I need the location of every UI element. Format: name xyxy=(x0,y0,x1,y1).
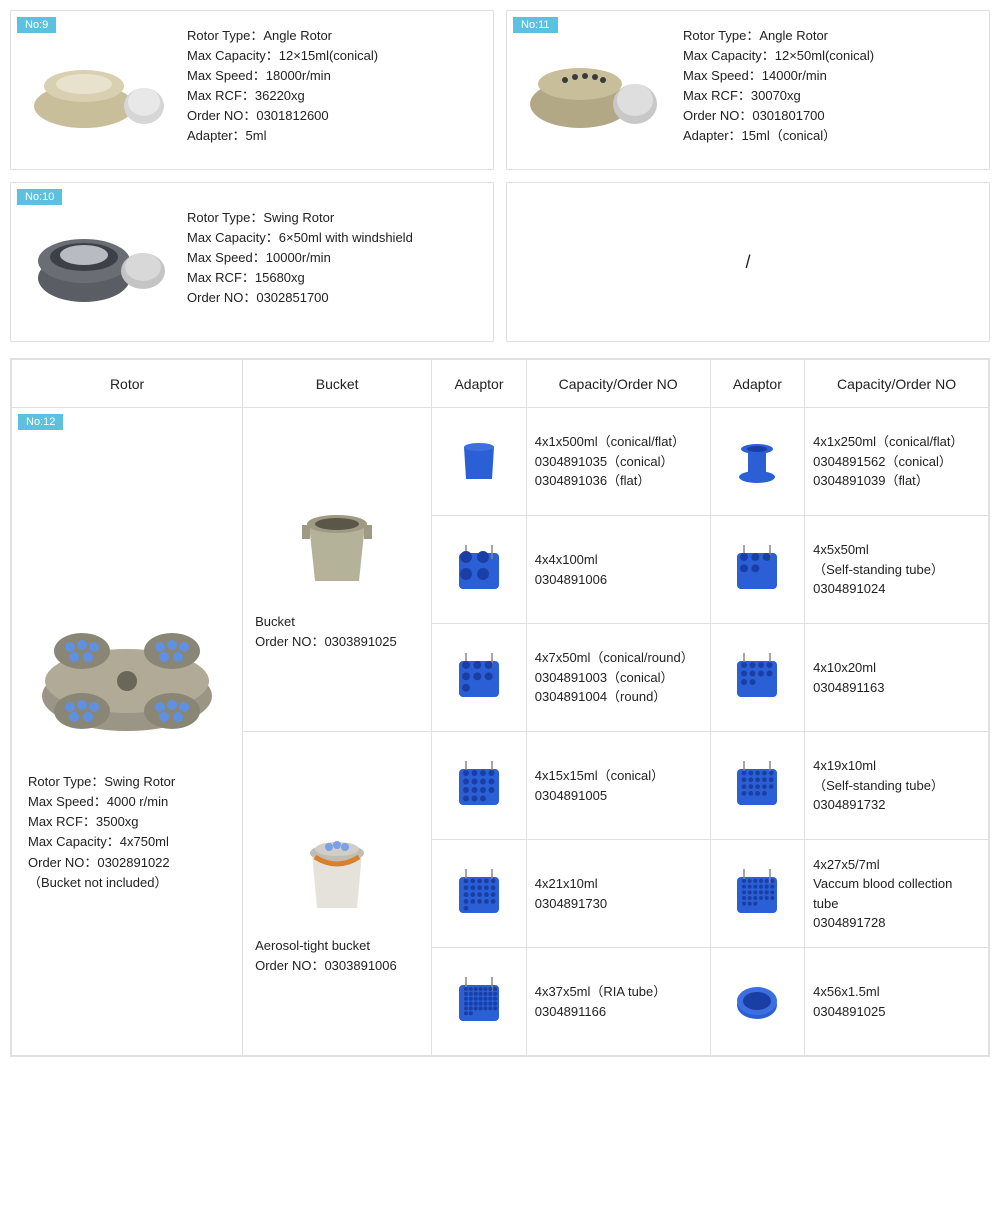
card-specs: Rotor Type：Angle Rotor Max Capacity：12×5… xyxy=(675,26,981,147)
capacity-cell: 4x1x250ml（conical/flat）0304891562（conica… xyxy=(805,408,989,516)
empty-card: / xyxy=(506,182,990,342)
capacity-cell: 4x21x10ml0304891730 xyxy=(526,840,710,948)
adaptor-cell xyxy=(710,732,805,840)
adaptor-icon xyxy=(732,869,782,919)
th-capacity: Capacity/Order NO xyxy=(805,360,989,408)
card-badge: No:9 xyxy=(17,17,56,33)
rotor-image xyxy=(515,31,675,151)
rotor-adapter-table: Rotor Bucket Adaptor Capacity/Order NO A… xyxy=(11,359,989,1056)
adaptor-cell xyxy=(710,624,805,732)
rotor-image xyxy=(19,31,179,151)
adaptor-icon xyxy=(454,869,504,919)
swing-rotor-image xyxy=(32,596,222,756)
adaptor-cell xyxy=(432,624,527,732)
adaptor-icon xyxy=(732,545,782,595)
card-specs: Rotor Type：Angle Rotor Max Capacity：12×1… xyxy=(179,26,485,147)
adaptor-cell xyxy=(432,408,527,516)
th-capacity: Capacity/Order NO xyxy=(526,360,710,408)
th-bucket: Bucket xyxy=(243,360,432,408)
capacity-cell: 4x19x10ml（Self-standing tube）0304891732 xyxy=(805,732,989,840)
adaptor-icon xyxy=(454,653,504,703)
capacity-cell: 4x15x15ml（conical）0304891005 xyxy=(526,732,710,840)
adaptor-icon xyxy=(454,437,504,487)
th-adaptor: Adaptor xyxy=(710,360,805,408)
capacity-cell: 4x10x20ml0304891163 xyxy=(805,624,989,732)
adaptor-cell xyxy=(432,516,527,624)
capacity-cell: 4x27x5/7mlVaccum blood collection tube03… xyxy=(805,840,989,948)
adaptor-cell xyxy=(432,840,527,948)
rotor-adapter-table-wrapper: Rotor Bucket Adaptor Capacity/Order NO A… xyxy=(10,358,990,1057)
adaptor-icon xyxy=(454,977,504,1027)
rotor-specs: Rotor Type：Swing RotorMax Speed：4000 r/m… xyxy=(20,772,234,901)
capacity-cell: 4x1x500ml（conical/flat）0304891035（conica… xyxy=(526,408,710,516)
capacity-cell: 4x4x100ml0304891006 xyxy=(526,516,710,624)
bucket-cell: Aerosol-tight bucketOrder NO：0303891006 xyxy=(243,732,432,1056)
card-badge: No:11 xyxy=(513,17,558,33)
adaptor-cell xyxy=(432,732,527,840)
adaptor-icon xyxy=(732,653,782,703)
adaptor-cell xyxy=(710,840,805,948)
rotor-cell: No:12 Rotor Type：Swing RotorMax Speed：40… xyxy=(12,408,243,1056)
capacity-cell: 4x7x50ml（conical/round）0304891003（conica… xyxy=(526,624,710,732)
th-adaptor: Adaptor xyxy=(432,360,527,408)
adaptor-cell xyxy=(710,948,805,1056)
product-card: No:9 Rotor Type：Angle Rotor Max Capacity… xyxy=(10,10,494,170)
adaptor-cell xyxy=(710,408,805,516)
top-card-grid: No:9 Rotor Type：Angle Rotor Max Capacity… xyxy=(10,10,990,342)
adaptor-icon xyxy=(732,761,782,811)
adaptor-cell xyxy=(710,516,805,624)
rotor-badge: No:12 xyxy=(18,414,63,430)
capacity-cell: 4x56x1.5ml0304891025 xyxy=(805,948,989,1056)
capacity-cell: 4x37x5ml（RIA tube）0304891166 xyxy=(526,948,710,1056)
bucket-label: Aerosol-tight bucketOrder NO：0303891006 xyxy=(251,934,423,979)
product-card: No:10 Rotor Type：Swing Rotor Max Capacit… xyxy=(10,182,494,342)
product-card: No:11 Rotor Type：Angle Rotor Max Capacit… xyxy=(506,10,990,170)
card-specs: Rotor Type：Swing Rotor Max Capacity：6×50… xyxy=(179,208,485,309)
adaptor-icon xyxy=(454,545,504,595)
bucket-cell: BucketOrder NO：0303891025 xyxy=(243,408,432,732)
adaptor-icon xyxy=(732,977,782,1027)
rotor-image xyxy=(19,203,179,323)
bucket-image xyxy=(282,494,392,604)
capacity-cell: 4x5x50ml（Self-standing tube）0304891024 xyxy=(805,516,989,624)
adaptor-cell xyxy=(432,948,527,1056)
bucket-label: BucketOrder NO：0303891025 xyxy=(251,610,423,655)
adaptor-icon xyxy=(732,437,782,487)
adaptor-icon xyxy=(454,761,504,811)
bucket-image xyxy=(282,818,392,928)
th-rotor: Rotor xyxy=(12,360,243,408)
card-badge: No:10 xyxy=(17,189,62,205)
